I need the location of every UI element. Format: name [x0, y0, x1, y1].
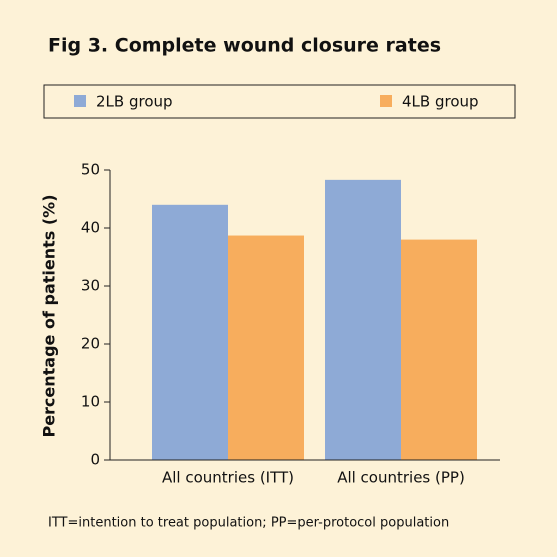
legend-swatch	[74, 95, 86, 107]
legend-label: 4LB group	[402, 93, 479, 111]
bar	[152, 204, 228, 460]
bar	[401, 239, 477, 460]
y-tick-label: 0	[90, 451, 100, 469]
y-tick-label: 50	[81, 161, 100, 179]
chart-title: Fig 3. Complete wound closure rates	[48, 35, 441, 57]
x-tick-label: All countries (ITT)	[162, 469, 294, 487]
bar	[228, 235, 304, 460]
legend-box	[43, 84, 516, 119]
y-tick-label: 20	[81, 335, 100, 353]
footnote: ITT=intention to treat population; PP=pe…	[48, 516, 449, 531]
x-tick-label: All countries (PP)	[337, 469, 465, 487]
y-tick-label: 30	[81, 277, 100, 295]
y-tick-label: 10	[81, 393, 100, 411]
y-tick-label: 40	[81, 219, 100, 237]
bar	[325, 179, 401, 461]
legend-swatch	[380, 95, 392, 107]
y-axis-label: Percentage of patients (%)	[40, 194, 59, 437]
legend-label: 2LB group	[96, 93, 173, 111]
